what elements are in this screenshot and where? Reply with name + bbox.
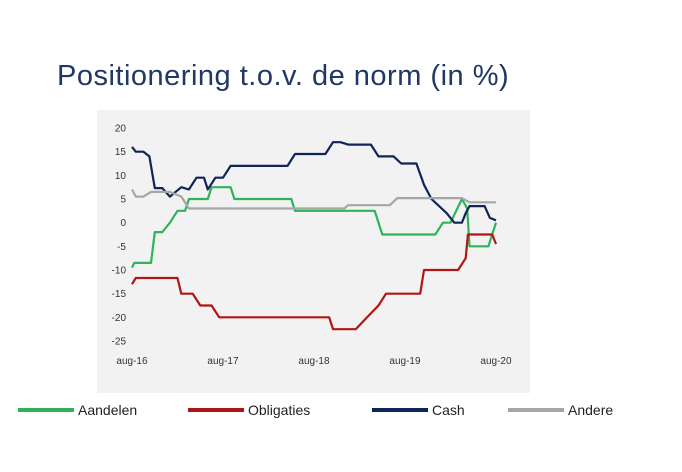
legend-swatch: [372, 408, 428, 412]
legend-item-cash: Cash: [372, 402, 465, 418]
legend-label: Obligaties: [248, 402, 311, 418]
x-tick-label: aug-16: [116, 356, 148, 367]
x-tick-label: aug-17: [207, 356, 239, 367]
y-tick-label: -15: [112, 289, 127, 300]
y-tick-label: -10: [112, 266, 127, 277]
legend-item-andere: Andere: [508, 402, 613, 418]
legend-item-obligaties: Obligaties: [188, 402, 310, 418]
page-title: Positionering t.o.v. de norm (in %): [57, 60, 510, 92]
series-line-andere: [131, 188, 496, 210]
legend-swatch: [188, 408, 244, 412]
plot-area: 20 15 10 5 0 -5 -10 -15 -20 -25 aug-16 aug-17 aug-1…: [97, 110, 530, 393]
legend-swatch: [18, 408, 74, 412]
series-line-aandelen: [131, 186, 498, 269]
y-tick-label: 20: [115, 124, 127, 135]
legend-item-aandelen: Aandelen: [18, 402, 137, 418]
y-tick-label: -5: [117, 242, 126, 253]
legend-label: Cash: [432, 402, 465, 418]
y-tick-label: -25: [112, 337, 127, 348]
series-line-cash: [131, 141, 497, 224]
y-tick-label: 15: [115, 147, 127, 158]
y-tick-label: 0: [120, 218, 126, 229]
y-tick-label: 10: [115, 171, 127, 182]
x-tick-label: aug-20: [480, 356, 512, 367]
y-tick-label: 5: [120, 195, 126, 206]
legend-swatch: [508, 408, 564, 412]
chart-legend: Aandelen Obligaties Cash Andere: [0, 402, 682, 426]
x-tick-label: aug-19: [389, 356, 421, 367]
x-tick-label: aug-18: [298, 356, 330, 367]
series-line-obligaties: [131, 233, 498, 331]
line-chart: 20 15 10 5 0 -5 -10 -15 -20 -25 aug-16 aug-17 aug-1…: [112, 124, 512, 368]
legend-label: Aandelen: [78, 402, 138, 418]
legend-label: Andere: [568, 402, 614, 418]
y-tick-label: -20: [112, 313, 127, 324]
